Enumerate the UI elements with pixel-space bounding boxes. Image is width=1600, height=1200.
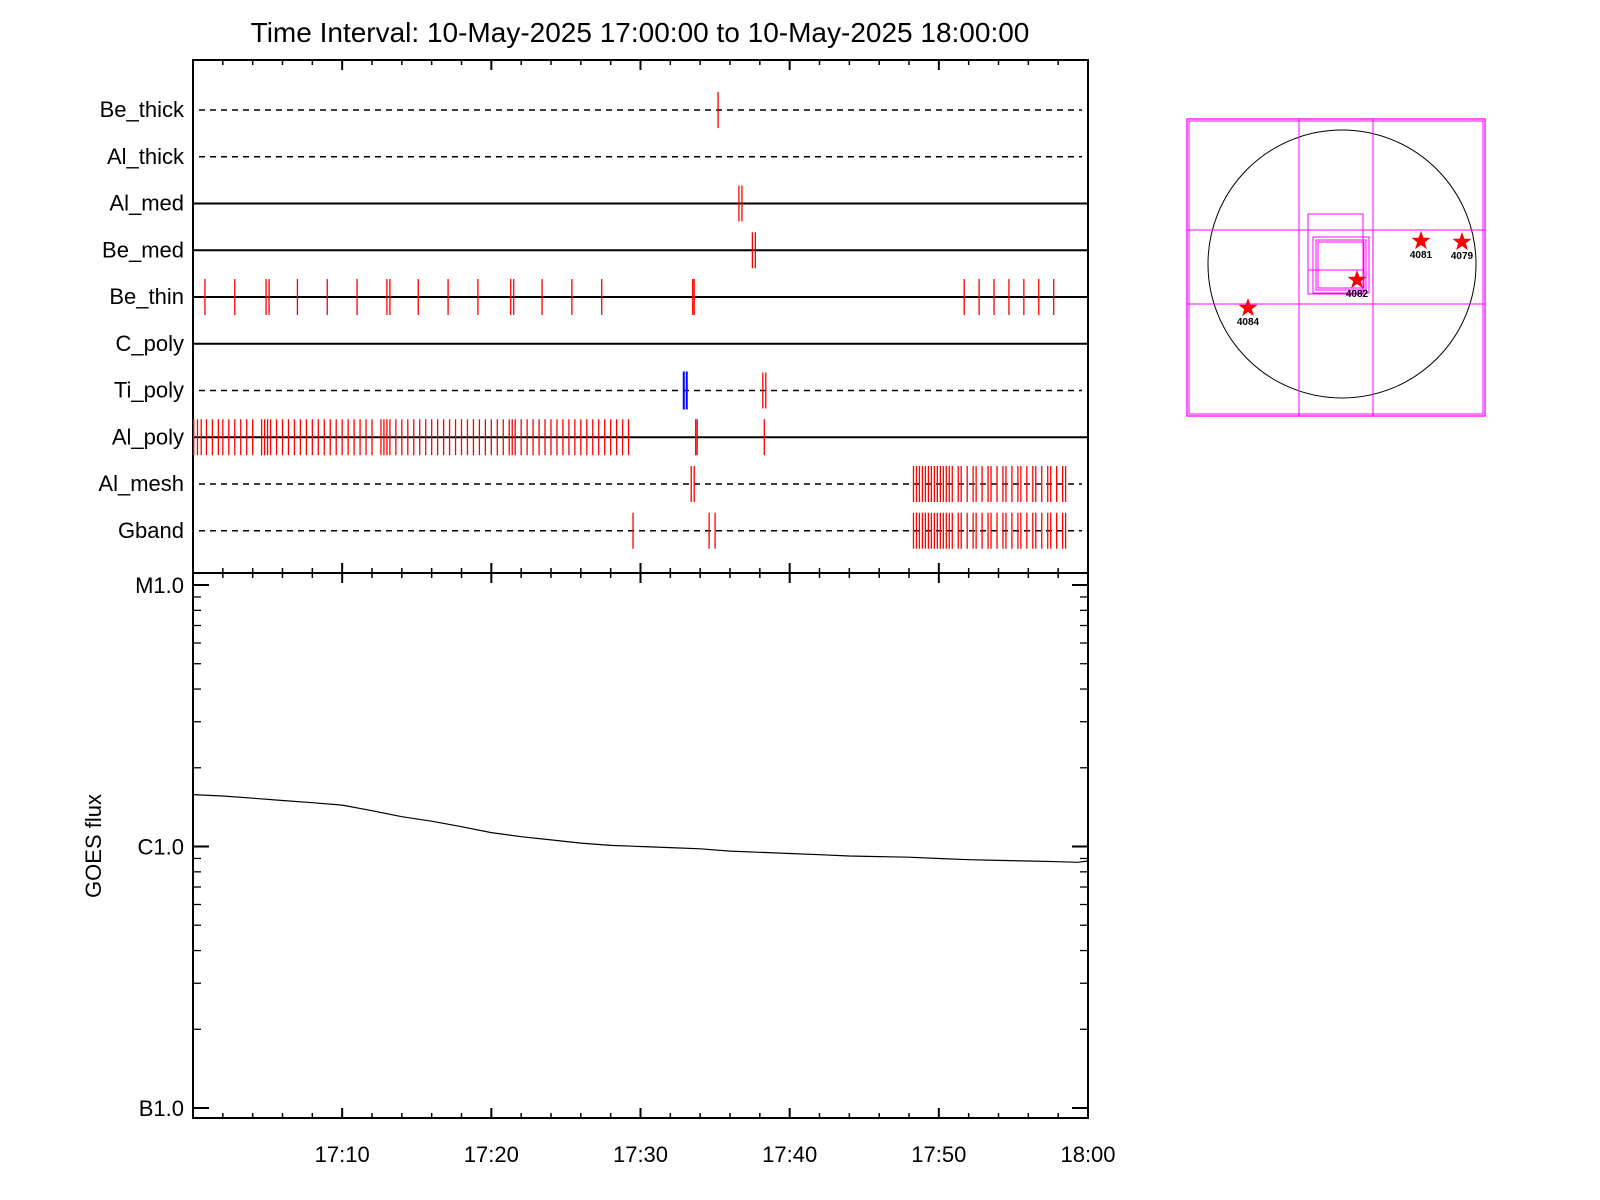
x-tick-label: 17:20 (464, 1142, 519, 1167)
goes-flux-panel: M1.0 C1.0 B1.0 17:10 17:20 17:30 17:40 17:50 18:… (81, 572, 1116, 1167)
goes-frame (192, 572, 1089, 1119)
y-tick-label: C1.0 (138, 835, 184, 860)
fov-box (1307, 213, 1364, 295)
row-label: Gband (118, 518, 184, 543)
chart-title: Time Interval: 10-May-2025 17:00:00 to 1… (251, 17, 1030, 48)
active-region-star (1452, 232, 1472, 251)
goes-flux-line (192, 794, 1089, 863)
row-label: Al_mesh (98, 471, 184, 496)
row-label: C_poly (116, 331, 184, 356)
active-region-label: 4081 (1410, 250, 1433, 261)
timeline-frame (192, 59, 1089, 574)
row-label: Al_poly (112, 424, 184, 449)
fov-outer-box-2 (1188, 120, 1484, 415)
active-region-label: 4079 (1451, 251, 1474, 262)
row-label: Al_med (109, 191, 184, 216)
y-axis-label: GOES flux (81, 794, 106, 898)
row-label: Be_thin (109, 284, 184, 309)
fov-box (1312, 236, 1370, 294)
row-label: Al_thick (107, 144, 185, 169)
x-tick-label: 17:50 (911, 1142, 966, 1167)
y-tick-label: B1.0 (139, 1096, 184, 1121)
row-label: Be_med (102, 237, 184, 262)
x-tick-label: 17:30 (613, 1142, 668, 1167)
fov-outer-box (1186, 118, 1486, 417)
fov-box (1315, 239, 1367, 291)
active-region-label: 4082 (1346, 289, 1369, 300)
x-tick-label: 17:40 (762, 1142, 817, 1167)
active-region-label: 4084 (1237, 317, 1260, 328)
active-region-star (1347, 270, 1367, 289)
active-region-star (1411, 231, 1431, 250)
row-label: Be_thick (100, 97, 185, 122)
solar-disk-limb (1207, 129, 1477, 399)
solar-disk-map: 4084 4082 4081 4079 (1186, 118, 1486, 417)
y-tick-label: M1.0 (135, 573, 184, 598)
x-tick-label: 17:10 (315, 1142, 370, 1167)
fov-box (1317, 241, 1365, 289)
x-tick-label: 18:00 (1060, 1142, 1115, 1167)
active-region-star (1238, 298, 1258, 317)
row-label: Ti_poly (114, 378, 184, 403)
filter-timeline-panel: Be_thick Al_thick Al_med Be_med Be_thin C_pol… (98, 59, 1089, 583)
